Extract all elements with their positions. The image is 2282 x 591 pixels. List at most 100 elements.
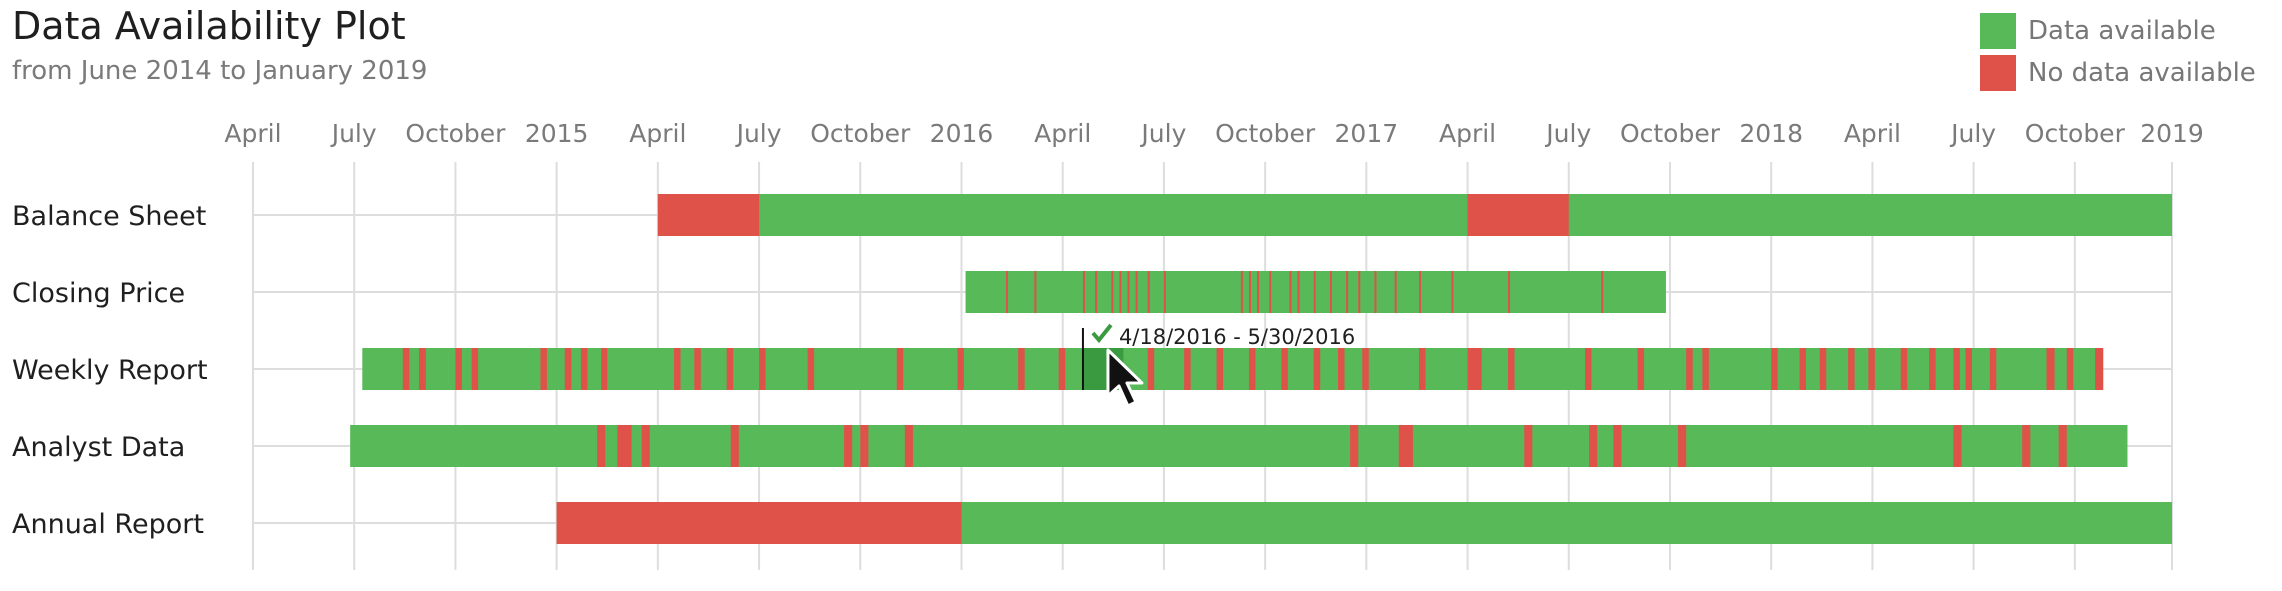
no-data-segment[interactable] <box>1848 348 1855 390</box>
no-data-segment[interactable] <box>1269 271 1272 313</box>
no-data-segment[interactable] <box>1965 348 1973 390</box>
no-data-segment[interactable] <box>601 348 608 390</box>
no-data-segment[interactable] <box>1418 271 1421 313</box>
no-data-segment[interactable] <box>1006 271 1009 313</box>
no-data-segment[interactable] <box>1248 348 1256 390</box>
no-data-segment[interactable] <box>402 348 410 390</box>
no-data-segment[interactable] <box>1313 348 1321 390</box>
no-data-segment[interactable] <box>418 348 426 390</box>
no-data-segment[interactable] <box>1508 348 1515 390</box>
no-data-segment[interactable] <box>1297 271 1300 313</box>
no-data-segment[interactable] <box>540 348 547 390</box>
no-data-segment[interactable] <box>2095 348 2104 390</box>
no-data-segment[interactable] <box>1451 271 1454 313</box>
no-data-segment[interactable] <box>2066 348 2074 390</box>
no-data-segment[interactable] <box>1058 348 1066 390</box>
no-data-segment[interactable] <box>641 425 650 467</box>
no-data-segment[interactable] <box>471 348 479 390</box>
no-data-segment[interactable] <box>1418 348 1426 390</box>
no-data-segment[interactable] <box>657 194 760 236</box>
no-data-segment[interactable] <box>597 425 606 467</box>
availability-bar[interactable] <box>362 348 2104 390</box>
no-data-segment[interactable] <box>1637 348 1645 390</box>
no-data-segment[interactable] <box>1929 348 1936 390</box>
no-data-segment[interactable] <box>1584 348 1592 390</box>
no-data-segment[interactable] <box>1771 348 1778 390</box>
no-data-segment[interactable] <box>957 348 964 390</box>
no-data-segment[interactable] <box>617 425 632 467</box>
no-data-segment[interactable] <box>1082 271 1085 313</box>
no-data-segment[interactable] <box>2022 425 2031 467</box>
no-data-segment[interactable] <box>1350 425 1359 467</box>
no-data-segment[interactable] <box>1362 348 1369 390</box>
no-data-segment[interactable] <box>1508 271 1511 313</box>
x-tick-label: July <box>330 119 377 148</box>
no-data-segment[interactable] <box>1216 348 1224 390</box>
no-data-segment[interactable] <box>904 425 913 467</box>
no-data-segment[interactable] <box>1686 348 1693 390</box>
no-data-segment[interactable] <box>1119 271 1122 313</box>
no-data-segment[interactable] <box>2058 425 2067 467</box>
no-data-segment[interactable] <box>1281 348 1288 390</box>
no-data-segment[interactable] <box>1394 271 1397 313</box>
no-data-segment[interactable] <box>1338 348 1345 390</box>
no-data-segment[interactable] <box>1127 271 1130 313</box>
no-data-segment[interactable] <box>1467 194 1569 236</box>
no-data-segment[interactable] <box>455 348 462 390</box>
tooltip-text: 4/18/2016 - 5/30/2016 <box>1119 325 1355 349</box>
no-data-segment[interactable] <box>1601 271 1604 313</box>
no-data-segment[interactable] <box>1147 271 1150 313</box>
no-data-segment[interactable] <box>807 348 815 390</box>
legend-item-available[interactable]: Data available <box>1980 12 2256 50</box>
no-data-segment[interactable] <box>730 425 739 467</box>
no-data-segment[interactable] <box>674 348 681 390</box>
no-data-segment[interactable] <box>564 348 572 390</box>
no-data-segment[interactable] <box>1111 271 1114 313</box>
legend-item-unavailable[interactable]: No data available <box>1980 54 2256 92</box>
no-data-segment[interactable] <box>694 348 701 390</box>
no-data-segment[interactable] <box>2046 348 2055 390</box>
no-data-segment[interactable] <box>1953 425 1962 467</box>
no-data-segment[interactable] <box>1613 425 1622 467</box>
no-data-segment[interactable] <box>1819 348 1827 390</box>
no-data-segment[interactable] <box>1018 348 1025 390</box>
no-data-segment[interactable] <box>1163 271 1166 313</box>
no-data-segment[interactable] <box>1034 271 1037 313</box>
no-data-segment[interactable] <box>860 425 869 467</box>
no-data-segment[interactable] <box>1240 271 1243 313</box>
no-data-segment[interactable] <box>1589 425 1598 467</box>
no-data-segment[interactable] <box>1346 271 1349 313</box>
no-data-segment[interactable] <box>556 502 962 544</box>
availability-bar[interactable] <box>965 271 1666 313</box>
no-data-segment[interactable] <box>1358 271 1361 313</box>
no-data-segment[interactable] <box>844 425 853 467</box>
no-data-segment[interactable] <box>1467 348 1482 390</box>
no-data-segment[interactable] <box>1374 271 1377 313</box>
no-data-segment[interactable] <box>1702 348 1709 390</box>
no-data-segment[interactable] <box>1135 271 1138 313</box>
no-data-segment[interactable] <box>759 348 766 390</box>
no-data-segment[interactable] <box>896 348 904 390</box>
availability-bar[interactable] <box>657 194 2172 236</box>
no-data-segment[interactable] <box>1289 271 1292 313</box>
mouse-cursor-icon <box>1106 348 1144 408</box>
no-data-segment[interactable] <box>580 348 588 390</box>
no-data-segment[interactable] <box>1799 348 1807 390</box>
no-data-segment[interactable] <box>1678 425 1687 467</box>
no-data-segment[interactable] <box>1257 271 1260 313</box>
no-data-segment[interactable] <box>1524 425 1533 467</box>
no-data-segment[interactable] <box>1147 348 1155 390</box>
no-data-segment[interactable] <box>1184 348 1191 390</box>
no-data-segment[interactable] <box>1095 271 1098 313</box>
row-label: Closing Price <box>12 278 185 309</box>
no-data-segment[interactable] <box>1248 271 1251 313</box>
no-data-segment[interactable] <box>1398 425 1413 467</box>
no-data-segment[interactable] <box>1313 271 1316 313</box>
no-data-segment[interactable] <box>1329 271 1332 313</box>
no-data-segment[interactable] <box>1953 348 1960 390</box>
no-data-segment[interactable] <box>1900 348 1908 390</box>
no-data-segment[interactable] <box>726 348 734 390</box>
no-data-segment[interactable] <box>1989 348 1997 390</box>
availability-bar[interactable] <box>350 425 2128 467</box>
no-data-segment[interactable] <box>1868 348 1875 390</box>
